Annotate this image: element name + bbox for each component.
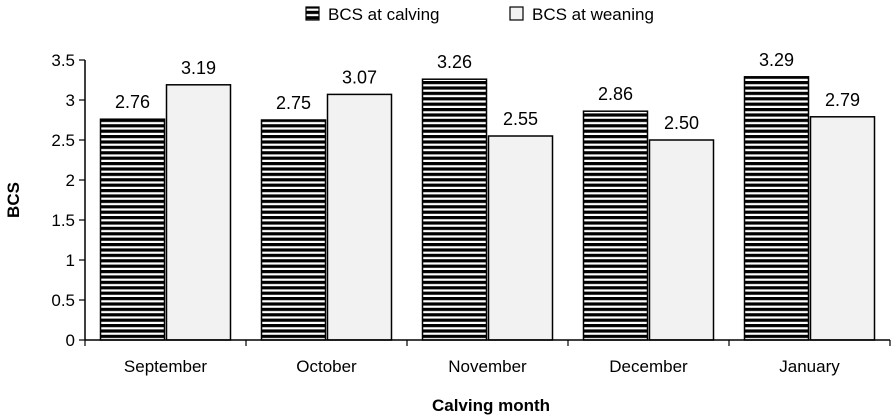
- y-axis-title: BCS: [4, 182, 23, 218]
- data-label-calving-october: 2.75: [276, 93, 311, 113]
- x-tick-label: January: [779, 357, 840, 376]
- y-axis-ticks: 0 0.5 1 1.5 2 2.5 3 3.5: [51, 51, 85, 350]
- bar-calving-january: [743, 76, 810, 341]
- bar-weaning-january: [809, 116, 876, 341]
- legend-swatch-calving: [305, 6, 320, 21]
- x-tick-label: November: [448, 357, 527, 376]
- bar-calving-december: [582, 110, 649, 341]
- y-tick-label: 0: [66, 331, 75, 350]
- y-tick-label: 1: [66, 251, 75, 270]
- x-tick-label: October: [296, 357, 357, 376]
- y-tick-label: 1.5: [51, 211, 75, 230]
- data-label-calving-november: 3.26: [437, 52, 472, 72]
- bar-calving-september: [99, 118, 166, 341]
- bar-weaning-december: [648, 139, 715, 341]
- data-label-calving-january: 3.29: [759, 50, 794, 70]
- axes: [84, 60, 890, 341]
- data-label-weaning-september: 3.19: [181, 58, 216, 78]
- bar-calving-october: [260, 119, 327, 341]
- legend: BCS at calving BCS at weaning: [305, 5, 654, 24]
- data-label-weaning-october: 3.07: [342, 67, 377, 87]
- legend-label-weaning: BCS at weaning: [532, 5, 654, 24]
- data-label-calving-december: 2.86: [598, 84, 633, 104]
- x-tick-label: December: [609, 357, 688, 376]
- legend-item-weaning: BCS at weaning: [509, 5, 654, 24]
- legend-label-calving: BCS at calving: [328, 5, 440, 24]
- x-axis-ticks: September October November December January: [84, 340, 891, 376]
- x-tick-label: September: [124, 357, 207, 376]
- data-labels: 2.76 3.19 2.75 3.07 3.26 2.55 2.86 2.50 3.29 2.79: [115, 50, 860, 133]
- data-label-calving-september: 2.76: [115, 92, 150, 112]
- x-axis-title: Calving month: [432, 396, 550, 415]
- bar-weaning-november: [487, 135, 554, 341]
- bar-weaning-october: [326, 93, 393, 341]
- y-tick-label: 0.5: [51, 291, 75, 310]
- data-label-weaning-november: 2.55: [503, 109, 538, 129]
- bar-calving-november: [421, 78, 488, 341]
- y-tick-label: 2: [66, 171, 75, 190]
- data-label-weaning-january: 2.79: [825, 90, 860, 110]
- legend-swatch-weaning: [509, 6, 524, 21]
- y-tick-label: 3.5: [51, 51, 75, 70]
- bars: [99, 76, 876, 341]
- bar-weaning-september: [165, 84, 232, 341]
- legend-item-calving: BCS at calving: [305, 5, 440, 24]
- y-tick-label: 3: [66, 91, 75, 110]
- data-label-weaning-december: 2.50: [664, 113, 699, 133]
- y-tick-label: 2.5: [51, 131, 75, 150]
